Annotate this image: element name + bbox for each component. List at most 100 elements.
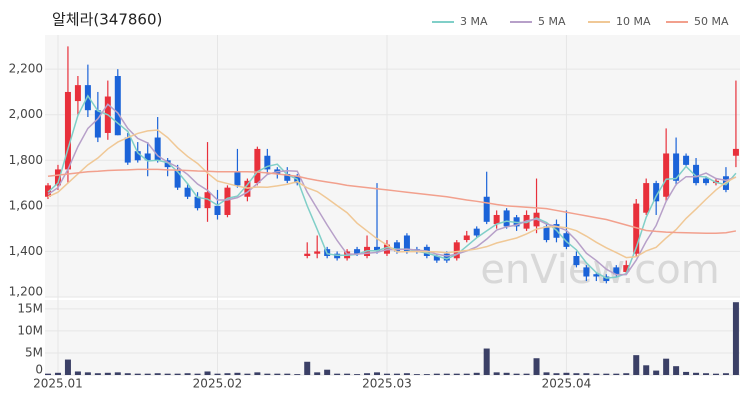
candle-body xyxy=(493,214,500,225)
candle-body xyxy=(374,246,381,252)
candle-body xyxy=(184,187,191,197)
volume-bar xyxy=(194,373,201,375)
volume-bar xyxy=(703,373,710,375)
volume-bar xyxy=(264,373,271,375)
candle-body xyxy=(314,251,321,254)
volume-bar xyxy=(134,373,141,375)
volume-bar xyxy=(673,366,680,375)
volume-bar xyxy=(603,373,610,375)
ma-line xyxy=(47,103,737,276)
volume-bar xyxy=(154,373,161,375)
candle-body xyxy=(453,242,460,259)
volume-bar xyxy=(543,372,550,375)
volume-bar xyxy=(94,373,101,375)
volume-bar xyxy=(84,372,91,375)
volume-bar xyxy=(383,373,390,375)
candle-body xyxy=(284,173,291,181)
candle-body xyxy=(643,183,650,213)
candle-body xyxy=(224,187,231,215)
y-tick-label: 2,200 xyxy=(9,62,43,76)
volume-bar xyxy=(423,374,430,375)
x-tick-label: 2025.04 xyxy=(542,377,592,391)
volume-bar xyxy=(613,373,620,375)
y-tick-label: 1,600 xyxy=(9,198,43,212)
volume-bar xyxy=(144,373,151,375)
candle-body xyxy=(473,228,480,236)
volume-bar xyxy=(324,369,331,375)
volume-bar xyxy=(393,373,400,375)
y-tick-label: 2,000 xyxy=(9,107,43,121)
volume-bar xyxy=(74,371,81,375)
price-panel xyxy=(45,35,740,297)
volume-bar xyxy=(623,373,630,375)
ma-line xyxy=(47,168,737,234)
volume-bar xyxy=(164,373,171,375)
candle-body xyxy=(214,205,221,215)
legend-label: 5 MA xyxy=(538,15,566,28)
volume-bar xyxy=(503,372,510,375)
volume-bar xyxy=(712,373,719,375)
volume-bar xyxy=(174,373,181,375)
volume-bar xyxy=(294,374,301,375)
chart-title: 알체라(347860) xyxy=(52,11,162,29)
candle-body xyxy=(174,169,181,188)
candle-body xyxy=(254,148,261,184)
volume-bar xyxy=(732,302,739,375)
candle-body xyxy=(64,91,71,170)
legend-label: 50 MA xyxy=(694,15,729,28)
volume-bar xyxy=(583,373,590,375)
candle-body xyxy=(563,233,570,247)
candle-body xyxy=(304,253,311,256)
candle-body xyxy=(732,148,739,156)
y-tick-label: 15M xyxy=(17,301,43,315)
candle-body xyxy=(45,185,51,197)
candle-body xyxy=(693,164,700,184)
candle-body xyxy=(593,274,600,277)
volume-bar xyxy=(663,358,670,375)
volume-bar xyxy=(45,373,51,375)
volume-bar xyxy=(523,373,530,375)
volume-bar xyxy=(304,361,311,375)
volume-bar xyxy=(54,372,61,375)
candle-body xyxy=(134,151,141,161)
volume-bar xyxy=(344,373,351,375)
y-tick-label: 10M xyxy=(17,323,43,337)
y-tick-label: 1,800 xyxy=(9,153,43,167)
volume-bar xyxy=(563,372,570,375)
ma-line xyxy=(47,129,737,259)
candle-body xyxy=(194,196,201,209)
candle-body xyxy=(463,235,470,241)
volume-bar xyxy=(364,373,371,375)
candle-body xyxy=(653,183,660,202)
volume-bar xyxy=(653,370,660,375)
volume-panel xyxy=(45,300,740,375)
watermark: enView.com xyxy=(480,247,719,293)
volume-bar xyxy=(693,372,700,375)
candle-body xyxy=(703,178,710,184)
candle-body xyxy=(663,153,670,197)
volume-bar xyxy=(403,373,410,375)
candle-body xyxy=(204,192,211,209)
volume-bar xyxy=(683,371,690,375)
candle-body xyxy=(583,267,590,277)
volume-bar xyxy=(633,355,640,375)
candle-body xyxy=(84,85,91,111)
volume-bar xyxy=(722,373,729,375)
candle-body xyxy=(633,203,640,254)
candle-body xyxy=(154,137,161,161)
volume-bar xyxy=(573,373,580,375)
volume-bar xyxy=(64,359,71,375)
candle-body xyxy=(144,153,151,161)
candle-body xyxy=(673,153,680,181)
candle-body xyxy=(443,253,450,261)
candle-body xyxy=(683,155,690,165)
volume-bar xyxy=(493,372,500,375)
y-tick-label: 1,400 xyxy=(9,244,43,258)
volume-bar xyxy=(643,365,650,375)
candle-body xyxy=(543,226,550,241)
volume-bar xyxy=(374,372,381,375)
y-tick-label: 5M xyxy=(25,345,43,359)
candle-body xyxy=(403,235,410,252)
volume-bar xyxy=(334,373,341,375)
